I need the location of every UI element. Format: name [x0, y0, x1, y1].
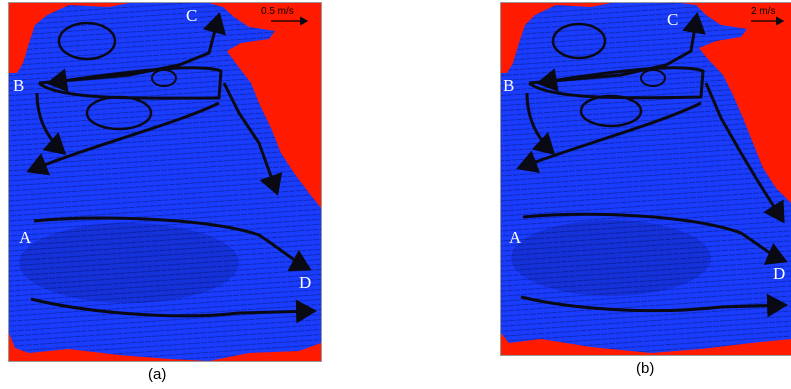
path-b-loop — [528, 66, 705, 100]
path-b-to-south — [525, 92, 556, 156]
path-south — [30, 297, 317, 324]
eddy-small — [640, 69, 666, 87]
flow-map-panel-a: 0.5 m/s C B A D — [8, 2, 322, 362]
path-south — [520, 293, 788, 318]
site-label-d: D — [773, 264, 785, 283]
path-b-to-sw — [26, 101, 220, 176]
path-b-to-d-upper — [704, 82, 785, 224]
path-b-to-c — [528, 12, 706, 85]
eddy-upper — [551, 22, 607, 60]
caption-panel-b: (b) — [636, 360, 655, 377]
site-label-b: B — [503, 76, 514, 95]
flow-map-a: 0.5 m/s C B A D — [9, 3, 321, 361]
current-paths — [26, 12, 317, 324]
site-label-c: C — [667, 10, 678, 29]
path-b-loop — [37, 66, 223, 100]
dark-shading — [19, 223, 239, 303]
flow-map-panel-b: 2 m/s C B A D — [500, 2, 791, 356]
site-label-a: A — [509, 228, 522, 247]
site-label-b: B — [13, 76, 24, 95]
path-b-to-d-upper — [222, 82, 283, 196]
path-a-to-d — [33, 216, 312, 272]
flow-map-b: 2 m/s C B A D — [501, 3, 791, 355]
path-b-to-south — [35, 92, 67, 155]
velocity-vector-field — [501, 3, 791, 353]
scale-label: 0.5 m/s — [261, 6, 294, 17]
velocity-vector-field — [9, 3, 321, 361]
site-label-c: C — [186, 6, 197, 25]
path-a-to-d — [522, 212, 788, 265]
scale-label: 2 m/s — [751, 6, 775, 17]
dark-shading — [511, 220, 711, 296]
caption-panel-a: (a) — [148, 366, 167, 383]
eddy-upper — [57, 21, 117, 61]
path-b-to-sw — [516, 101, 702, 173]
current-paths — [516, 12, 788, 318]
path-b-to-c — [38, 12, 227, 85]
site-label-d: D — [299, 273, 311, 292]
site-label-a: A — [19, 228, 32, 247]
